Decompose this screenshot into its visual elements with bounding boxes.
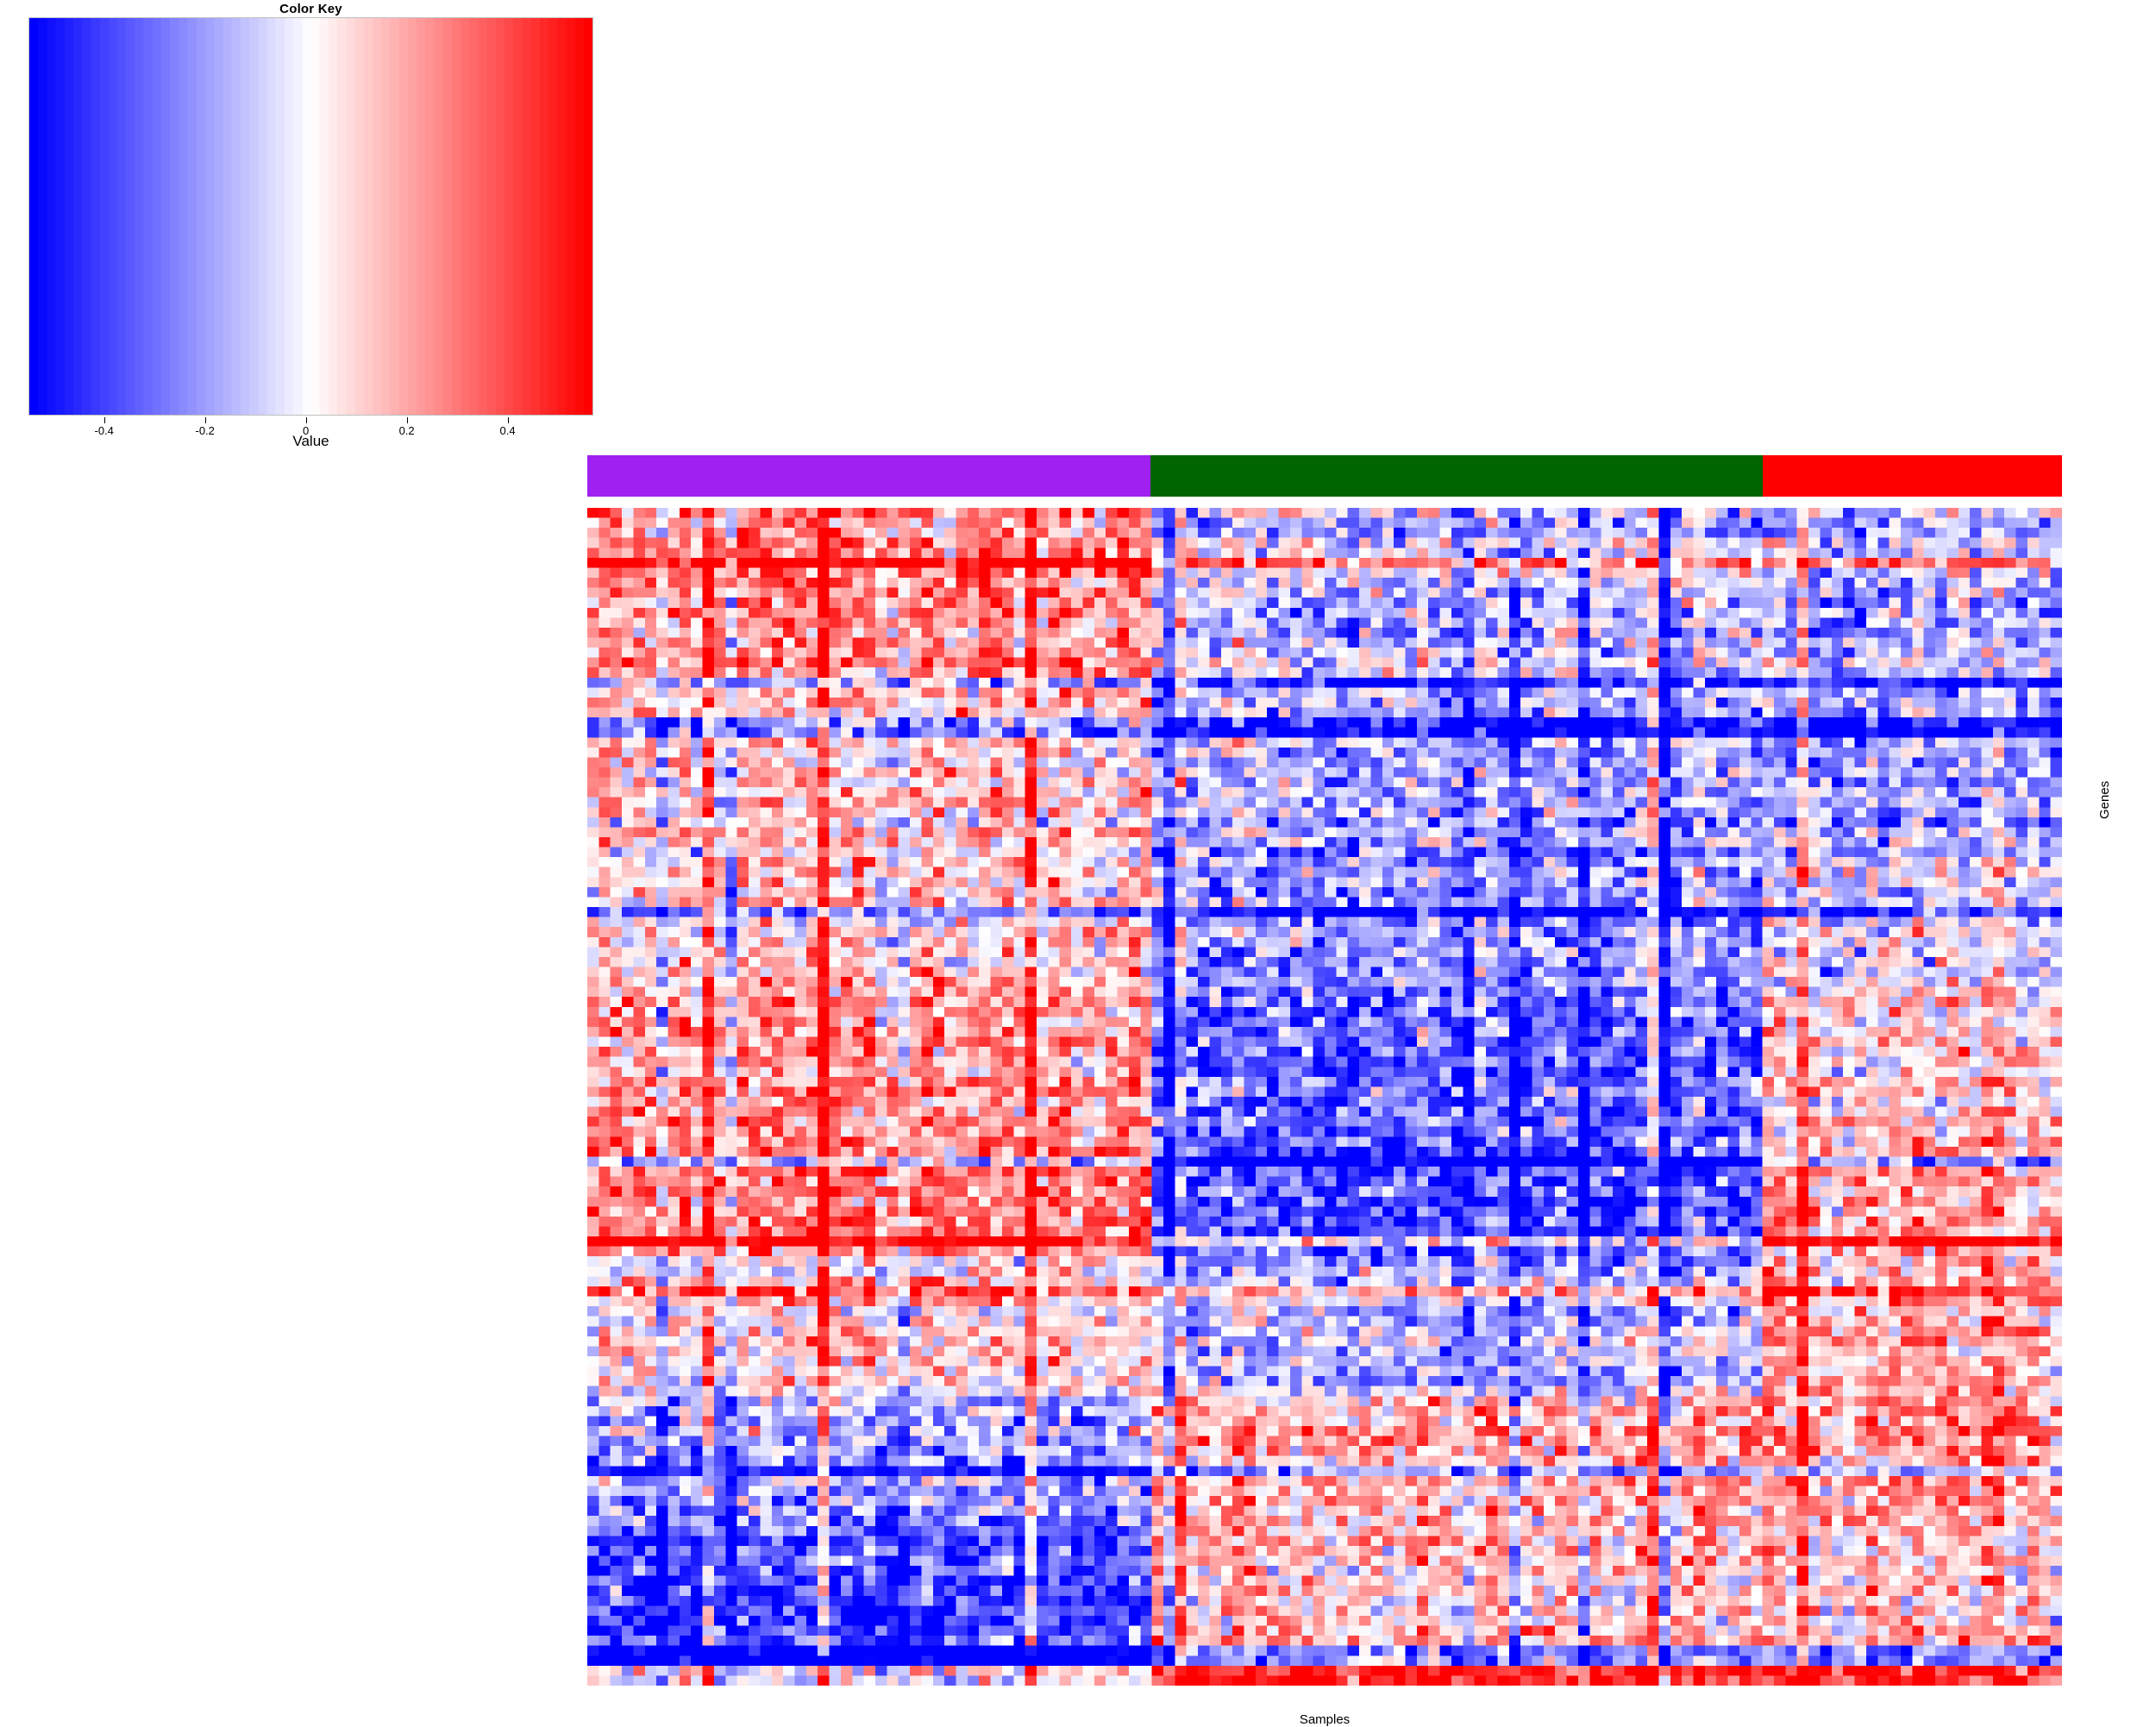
color-key-tick [305,417,307,423]
column-group-group-purple [587,455,1151,497]
column-group-group-red [1762,455,2062,497]
heatmap-plot [587,508,2062,1686]
color-key-tick [204,417,206,423]
color-key-title: Color Key [279,2,342,16]
color-key-axis-label: Value [292,433,329,449]
color-key-tick [507,417,509,423]
color-key-panel: Color Key -0.4 -0.2 0 0.2 0.4 Value [28,0,593,449]
color-key-tick [103,417,105,423]
column-annotation-strip [587,455,2062,497]
x-axis-label: Samples [1299,1712,1351,1727]
color-key-tick-label: -0.2 [195,424,215,437]
color-key-tick-label: -0.4 [94,424,114,437]
y-axis-label: Genes [2097,780,2112,819]
color-key-tick-label: 0.2 [398,424,415,437]
color-key-tick-axis: -0.4 -0.2 0 0.2 0.4 [28,417,593,437]
column-group-group-green [1150,455,1763,497]
color-key-tick [406,417,408,423]
color-key-tick-label: 0.4 [499,424,516,437]
heatmap-grid [587,508,2062,1686]
color-key-tick-label: 0 [303,424,310,437]
color-key-gradient-bar [28,17,593,416]
